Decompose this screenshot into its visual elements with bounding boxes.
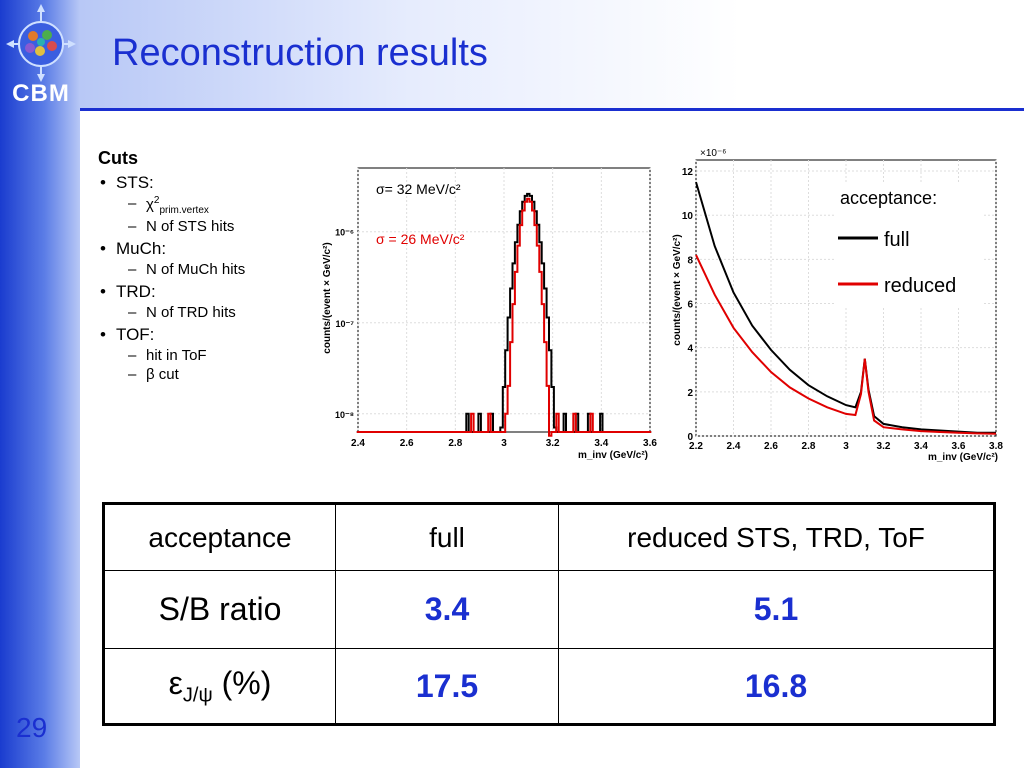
row-sb-label: S/B ratio bbox=[103, 570, 336, 649]
cut-trd-hits: N of TRD hits bbox=[98, 304, 318, 321]
cut-sts-hits: N of STS hits bbox=[98, 218, 318, 235]
legend-reduced-label: reduced bbox=[884, 275, 956, 297]
plot1-series-line bbox=[356, 197, 652, 437]
plot2-multiplier: ×10⁻⁶ bbox=[700, 148, 726, 159]
plot2-xtick-label: 2.6 bbox=[764, 441, 778, 452]
cut-sts-label: STS: bbox=[116, 173, 154, 192]
plot1-xtick-label: 3.2 bbox=[546, 438, 560, 449]
plot2-ytick-label: 2 bbox=[687, 388, 693, 399]
cbm-logo-icon bbox=[6, 4, 76, 82]
cut-much-hits: N of MuCh hits bbox=[98, 261, 318, 278]
cuts-list: Cuts STS: χ2prim.vertex N of STS hits Mu… bbox=[98, 148, 318, 383]
logo-text: CBM bbox=[12, 80, 70, 107]
plot1-annotation-red: σ = 26 MeV/c² bbox=[376, 231, 465, 247]
plot2-xtick-label: 3.4 bbox=[914, 441, 928, 452]
plot1-series bbox=[356, 192, 652, 437]
plot2-xtick-label: 2.4 bbox=[727, 441, 741, 452]
row-eff-full: 17.5 bbox=[335, 648, 559, 725]
plot1-ytick-label: 10⁻⁶ bbox=[335, 228, 354, 238]
plot2-ytick-label: 10 bbox=[682, 211, 694, 222]
plot1-xtick-label: 3.4 bbox=[594, 438, 608, 449]
row-sb-reduced: 5.1 bbox=[558, 570, 995, 649]
results-table: acceptance full reduced STS, TRD, ToF S/… bbox=[102, 502, 996, 726]
cuts-heading: Cuts bbox=[98, 148, 138, 168]
legend-full-label: full bbox=[884, 229, 910, 251]
plot2-xtick-label: 3.6 bbox=[952, 441, 966, 452]
title-band bbox=[80, 0, 1024, 110]
plot1-xlabel: m_inv (GeV/c²) bbox=[578, 450, 648, 461]
title-rule bbox=[80, 108, 1024, 111]
plot2-ytick-label: 12 bbox=[682, 167, 694, 178]
header-acceptance: acceptance bbox=[103, 503, 336, 571]
plot2-ytick-label: 4 bbox=[687, 344, 693, 355]
cut-trd: TRD: bbox=[98, 282, 318, 302]
plot2-series-line bbox=[695, 254, 997, 435]
mass-peak-log-chart: 2.4 2.6 2.8 3 3.2 3.4 3.6 10⁻⁸ 10⁻⁷ 10⁻⁶ counts/(… bbox=[322, 167, 657, 461]
row-sb-full: 3.4 bbox=[335, 570, 559, 649]
row-eff-reduced: 16.8 bbox=[558, 648, 995, 725]
cut-tof-label: TOF: bbox=[116, 325, 155, 344]
plot2-ytick-label: 0 bbox=[687, 432, 693, 443]
plot2-ytick-label: 6 bbox=[687, 300, 693, 311]
cut-much-label: MuCh: bbox=[116, 239, 167, 258]
plot2-series bbox=[695, 181, 997, 435]
chi-sub: prim.vertex bbox=[159, 205, 209, 216]
plot1-ticks: 2.4 2.6 2.8 3 3.2 3.4 3.6 10⁻⁸ 10⁻⁷ 10⁻⁶ bbox=[335, 228, 657, 449]
header-full: full bbox=[335, 503, 559, 571]
eff-sub: J/ψ bbox=[182, 684, 213, 707]
plot1-xtick-label: 3.6 bbox=[643, 438, 657, 449]
mass-spectrum-linear-chart: 2.2 2.4 2.6 2.8 3 3.2 3.4 3.6 3.8 0 2 4 6 8 10 12 ×10⁻⁶… bbox=[672, 148, 1004, 463]
plot2-xtick-label: 3.2 bbox=[877, 441, 891, 452]
sidebar-band bbox=[0, 0, 80, 768]
eff-symbol: ε bbox=[168, 664, 183, 701]
plot1-xtick-label: 3 bbox=[501, 438, 507, 449]
cut-trd-label: TRD: bbox=[116, 282, 156, 301]
table-header-row: acceptance full reduced STS, TRD, ToF bbox=[103, 503, 995, 571]
cut-sts-chi2: χ2prim.vertex bbox=[98, 195, 318, 216]
cut-tof: TOF: bbox=[98, 325, 318, 345]
cut-sts: STS: bbox=[98, 173, 318, 193]
plot2-ylabel: counts/(event × GeV/c²) bbox=[672, 234, 683, 345]
table-row: S/B ratio 3.4 5.1 bbox=[103, 570, 995, 649]
plot2-xtick-label: 2.8 bbox=[802, 441, 816, 452]
page-number: 29 bbox=[16, 712, 48, 743]
plot2-xtick-label: 2.2 bbox=[689, 441, 703, 452]
plot1-xtick-label: 2.8 bbox=[448, 438, 462, 449]
cut-beta: β cut bbox=[98, 366, 318, 383]
cut-tof-hit: hit in ToF bbox=[98, 347, 318, 364]
plot1-xtick-label: 2.6 bbox=[400, 438, 414, 449]
plot1-annotation-black: σ= 32 MeV/c² bbox=[376, 181, 461, 197]
table-row: εJ/ψ (%) 17.5 16.8 bbox=[103, 648, 995, 725]
chi-sup: 2 bbox=[153, 195, 160, 206]
header-reduced: reduced STS, TRD, ToF bbox=[558, 503, 995, 571]
plot2-ticks: 2.2 2.4 2.6 2.8 3 3.2 3.4 3.6 3.8 0 2 4 6 8 10 12 bbox=[682, 167, 1004, 452]
slide-title: Reconstruction results bbox=[112, 32, 488, 74]
plot1-ylabel: counts/(event × GeV/c²) bbox=[322, 242, 333, 353]
plot1-ytick-label: 10⁻⁸ bbox=[335, 410, 354, 420]
plot2-xtick-label: 3 bbox=[843, 441, 849, 452]
plot2-xtick-label: 3.8 bbox=[989, 441, 1003, 452]
eff-tail: (%) bbox=[212, 664, 272, 701]
plot2-ytick-label: 8 bbox=[687, 255, 693, 266]
row-eff-label: εJ/ψ (%) bbox=[103, 648, 336, 725]
chi-symbol: χ bbox=[146, 196, 154, 213]
plot1-xtick-label: 2.4 bbox=[351, 438, 365, 449]
legend-title: acceptance: bbox=[840, 188, 937, 208]
cut-much: MuCh: bbox=[98, 239, 318, 259]
plot1-ytick-label: 10⁻⁷ bbox=[336, 319, 355, 329]
plot2-xlabel: m_inv (GeV/c²) bbox=[928, 452, 998, 463]
